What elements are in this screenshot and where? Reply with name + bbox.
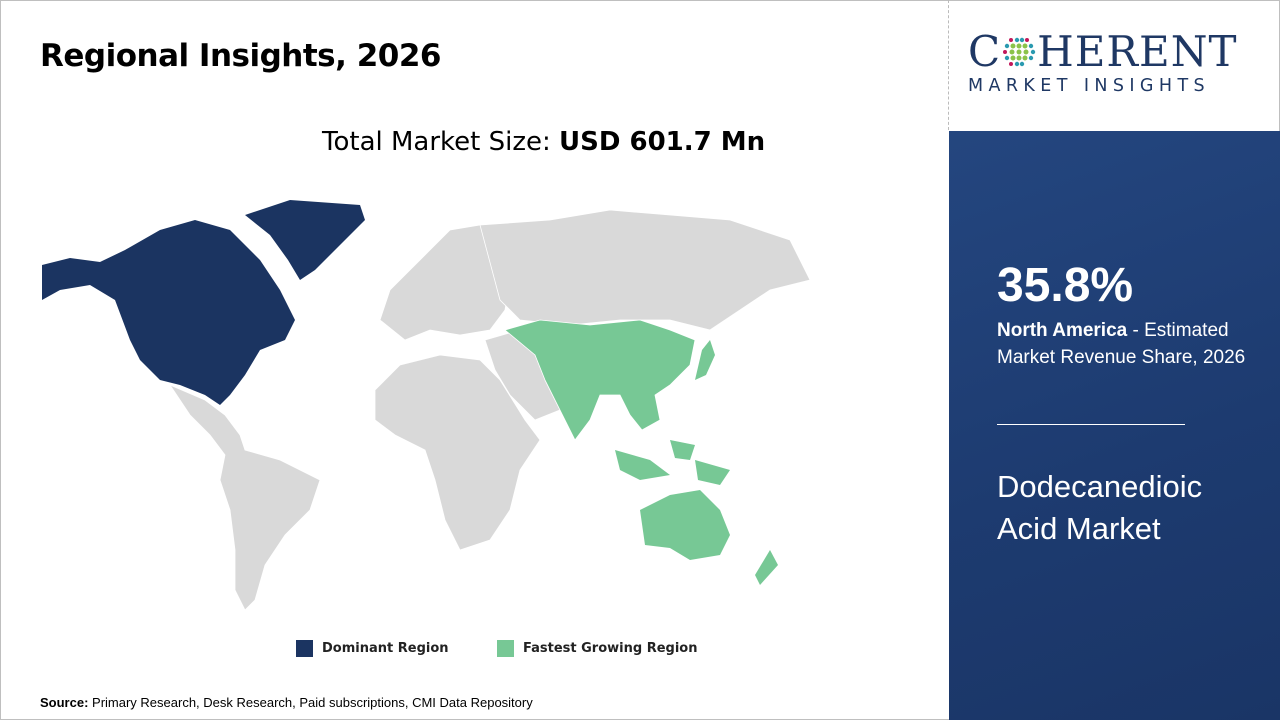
map-japan (695, 340, 715, 380)
region-name: North America (997, 320, 1128, 341)
world-map (42, 200, 811, 611)
legend-label: Fastest Growing Region (523, 641, 698, 656)
panel-divider (997, 424, 1185, 425)
map-africa (374, 354, 541, 551)
share-text: - Estimated Market Revenue Share, 2026 (997, 320, 1246, 368)
logo: C HERENT MARKET INSIGHTS (968, 27, 1263, 97)
share-description: North America - Estimated Market Revenue… (997, 317, 1272, 371)
map-southeast-asia (615, 440, 730, 485)
logo-herent: HERENT (1037, 27, 1238, 76)
highlight-panel (949, 131, 1280, 720)
map-greenland (245, 200, 365, 280)
share-percent: 35.8% (997, 259, 1134, 312)
map-russia (479, 209, 811, 331)
total-market-size: Total Market Size: USD 601.7 Mn (322, 127, 765, 157)
map-australia (640, 490, 730, 560)
page-title: Regional Insights, 2026 (40, 38, 441, 74)
legend-swatch-fastest (497, 640, 514, 657)
source-note: Source: Primary Research, Desk Research,… (40, 695, 533, 710)
total-market-label: Total Market Size: (322, 127, 560, 157)
market-name: Dodecanedioic Acid Market (997, 469, 1203, 546)
map-asia-pacific (504, 319, 696, 441)
legend-swatch-dominant (296, 640, 313, 657)
logo-c: C (968, 27, 1002, 76)
map-latin-america (168, 384, 321, 611)
globe-dots-icon (1003, 37, 1036, 67)
source-text: Primary Research, Desk Research, Paid su… (88, 695, 533, 710)
legend-fastest: Fastest Growing Region (497, 640, 697, 657)
total-market-value: USD 601.7 Mn (559, 127, 766, 157)
legend-dominant: Dominant Region (296, 640, 449, 657)
logo-subtitle: MARKET INSIGHTS (968, 76, 1211, 96)
source-label: Source: (40, 695, 89, 710)
map-north-america (42, 220, 295, 405)
legend-label: Dominant Region (322, 641, 449, 656)
map-new-zealand (755, 550, 778, 585)
divider (948, 0, 949, 130)
